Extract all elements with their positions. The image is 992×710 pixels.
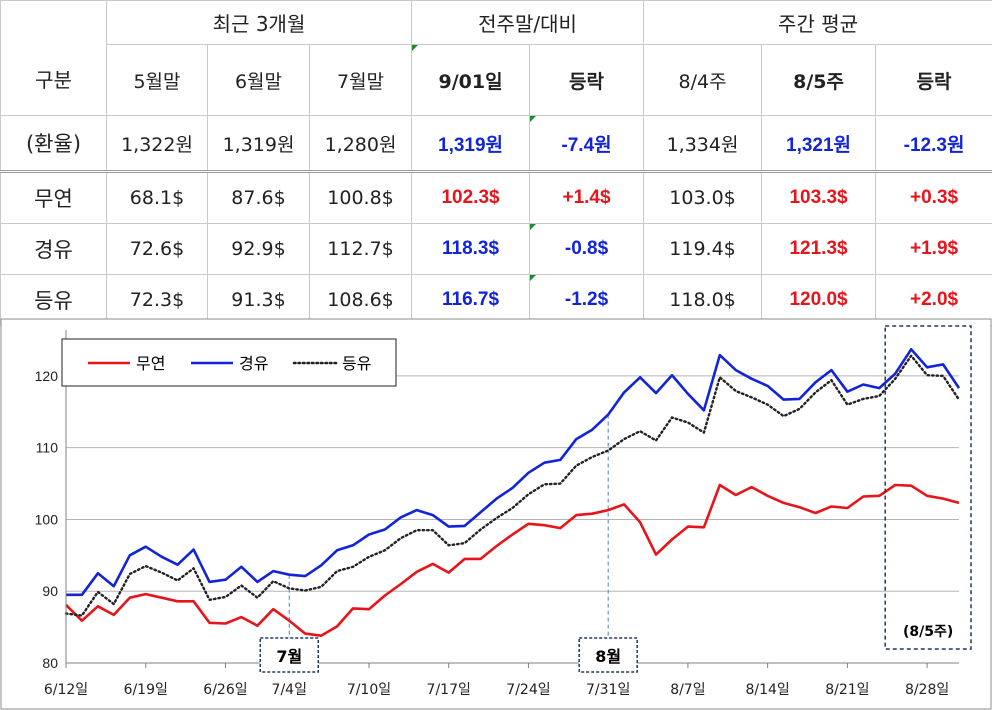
month-guides [288,414,609,643]
table-row: 무연 68.1$ 87.6$ 100.8$ 102.3$ +1.4$ 103.0… [0,171,992,224]
cell-change1: +1.4$ [529,171,645,224]
cell-date: 1,319원 [411,115,531,173]
cell-w5: 1,321원 [761,115,877,173]
col-change1-header: 등락 [529,44,645,116]
x-tick-label: 7/17일 [427,682,471,698]
x-axis: 6/12일 6/19일 6/26일 7/4일 7/10일 7/17일 7/24일 7/31일 8… [44,662,959,698]
cell-change1: -7.4원 [529,115,645,173]
price-line-chart: 80 90 100 110 120 6/12일 6/19일 6/26일 7/4일 7/10일 7/… [0,318,992,710]
cell-w5: 103.3$ [761,171,877,224]
cell-date: 118.3$ [411,223,531,275]
y-tick-label: 90 [42,583,58,599]
cell-may: 68.1$ [106,171,208,224]
x-tick-label: 6/26일 [203,682,247,698]
legend-label: 무연 [136,354,165,373]
cell-change2: +1.9$ [875,223,992,275]
col-jul-header: 7월말 [308,44,413,116]
table-row: (환율) 1,322원 1,319원 1,280원 1,319원 -7.4원 1… [0,115,992,173]
x-tick-label: 7/24일 [506,682,550,698]
x-tick-label: 8/7일 [670,682,705,698]
table-row: 등유 72.3$ 91.3$ 108.6$ 116.7$ -1.2$ 118.0… [0,274,992,326]
group-weekly-avg-header: 주간 평균 [643,0,992,45]
cell-change1: -0.8$ [529,223,645,275]
cell-jun: 87.6$ [207,171,310,224]
cell-w5: 120.0$ [761,274,877,326]
cell-jul: 108.6$ [308,274,413,326]
x-tick-label: 7/31일 [586,682,630,698]
cell-w5: 121.3$ [761,223,877,275]
cell-may: 1,322원 [106,115,208,173]
legend: 무연 경유 등유 [61,338,397,387]
group-recent-header: 최근 3개월 [105,0,413,45]
series-lines [64,347,961,638]
row-label: (환율) [0,115,107,173]
table-row: 경유 72.6$ 92.9$ 112.7$ 118.3$ -0.8$ 119.4… [0,223,992,275]
x-tick-label: 8/14일 [745,682,789,698]
col-may-header: 5월말 [106,44,208,116]
annotations: 7월 8월 (8/5주) [259,325,972,673]
month-marker-label: 8월 [595,647,621,666]
cell-date: 102.3$ [411,171,531,224]
month-marker-label: 7월 [276,647,302,666]
cell-jun: 1,319원 [207,115,310,173]
cell-may: 72.3$ [106,274,208,326]
week-highlight-box [884,325,972,650]
cell-change1: -1.2$ [529,274,645,326]
cell-change2: -12.3원 [875,115,992,173]
x-tick-label: 6/19일 [124,682,168,698]
x-tick-label: 6/12일 [44,682,88,698]
row-label: 등유 [0,274,107,326]
y-tick-label: 100 [35,511,59,527]
week-highlight-label: (8/5주) [903,624,953,640]
legend-label: 등유 [342,354,371,373]
x-tick-label: 7/4일 [272,682,307,698]
row-label: 경유 [0,223,107,275]
cell-jul: 100.8$ [308,171,413,224]
cell-change2: +0.3$ [875,171,992,224]
col-jun-header: 6월말 [207,44,310,116]
y-tick-label: 120 [35,368,59,384]
series-line-무연 [65,483,960,638]
series-line-등유 [64,354,961,617]
group-prev-week-header: 전주말/대비 [411,0,645,45]
col-w5-header: 8/5주 [761,44,877,116]
x-tick-label: 8/21일 [825,682,869,698]
col-change2-header: 등락 [875,44,992,116]
cell-w4: 1,334원 [643,115,763,173]
month-marker-box [578,637,638,673]
col-date-header: 9/01일 [411,44,531,116]
legend-label: 경유 [239,354,268,373]
x-tick-label: 7/10일 [347,682,391,698]
col-label-header: 구분 [0,0,107,116]
month-marker-box [259,637,319,673]
cell-jun: 92.9$ [207,223,310,275]
cell-jul: 112.7$ [308,223,413,275]
col-w4-header: 8/4주 [643,44,763,116]
y-tick-label: 80 [42,655,58,671]
cell-w4: 103.0$ [643,171,763,224]
y-tick-label: 110 [36,440,59,456]
x-tick-label: 8/28일 [905,682,949,698]
cell-jul: 1,280원 [308,115,413,173]
price-summary-table: 구분 최근 3개월 전주말/대비 주간 평균 5월말 6월말 7월말 9/01일… [0,0,992,326]
cell-w4: 118.0$ [643,274,763,326]
cell-may: 72.6$ [106,223,208,275]
cell-w4: 119.4$ [643,223,763,275]
row-label: 무연 [0,171,107,224]
series-line-경유 [66,347,961,597]
